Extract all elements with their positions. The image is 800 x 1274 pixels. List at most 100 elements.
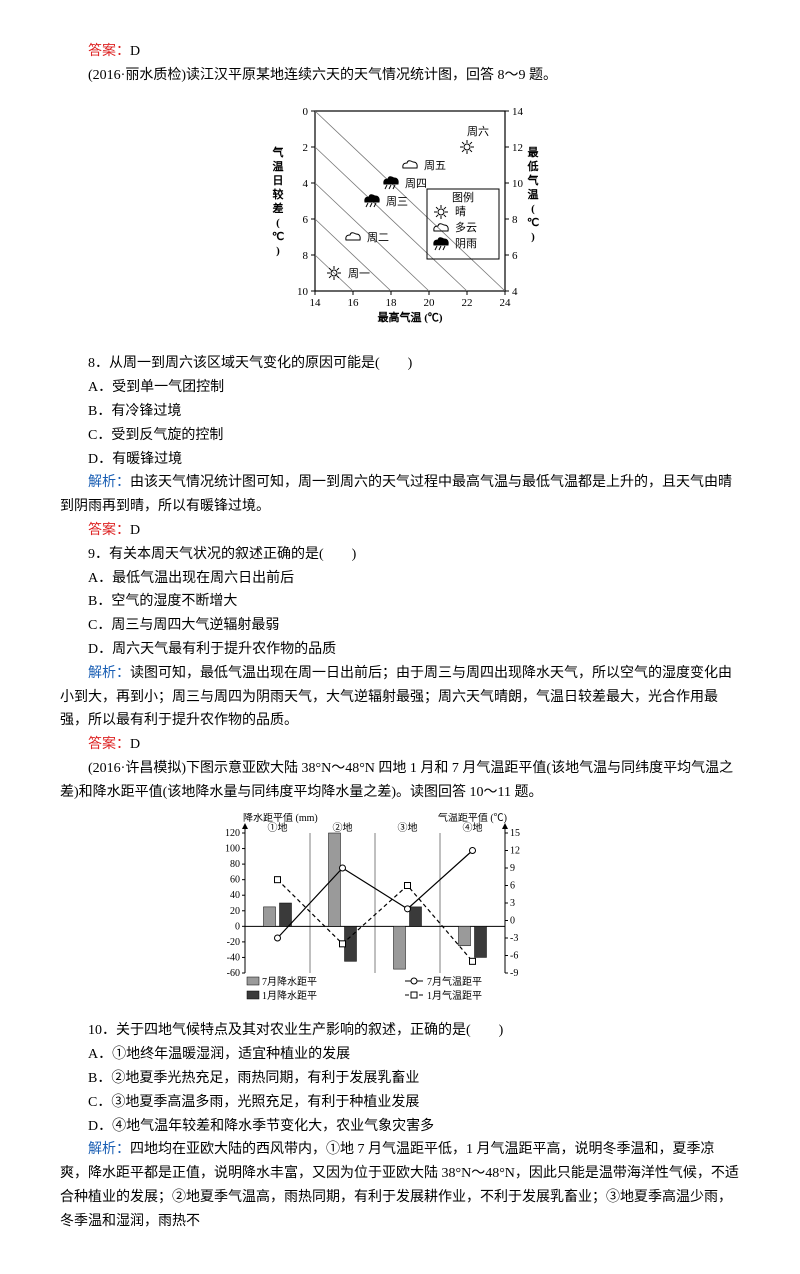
svg-text:7月气温距平: 7月气温距平 [427,975,482,988]
ans-val: D [130,44,140,59]
svg-text:120: 120 [225,828,240,839]
svg-text:①地: ①地 [268,821,288,834]
svg-text:③地: ③地 [398,821,418,834]
svg-text:8: 8 [303,250,309,262]
svg-text:气: 气 [527,173,539,187]
analysis-text: 读图可知，最低气温出现在周一日出前后；由于周三与周四出现降水天气，所以空气的湿度… [60,666,732,729]
svg-text:晴: 晴 [455,205,466,218]
ans-prefix: 答案： [88,44,130,59]
svg-text:-20: -20 [227,936,240,947]
analysis-prefix: 解析： [88,1142,130,1157]
svg-text:10: 10 [512,178,524,190]
ans-val: D [130,737,140,752]
analysis-prefix: 解析： [88,666,130,681]
svg-text:14: 14 [310,297,322,309]
svg-text:温: 温 [528,187,539,201]
q9-optC: C．周三与周四大气逆辐射最弱 [60,614,740,638]
svg-text:6: 6 [510,880,515,891]
q9-optB: B．空气的湿度不断增大 [60,590,740,614]
svg-text:60: 60 [230,874,240,885]
svg-text:较: 较 [273,187,284,201]
svg-text:100: 100 [225,843,240,854]
svg-text:20: 20 [424,297,436,309]
q8-optB: B．有冷锋过境 [60,400,740,424]
svg-text:): ) [531,231,535,243]
svg-text:1月降水距平: 1月降水距平 [262,989,317,1002]
svg-text:10: 10 [297,286,309,298]
svg-text:3: 3 [510,898,515,909]
q8-answer: 答案：D [60,519,740,543]
q10-analysis: 解析：四地均在亚欧大陆的西风带内，①地 7 月气温距平低，1 月气温距平高，说明… [60,1138,740,1233]
svg-text:温: 温 [273,159,284,173]
q8-optD: D．有暖锋过境 [60,448,740,472]
svg-text:12: 12 [512,142,523,154]
q9-analysis: 解析：读图可知，最低气温出现在周一日出前后；由于周三与周四出现降水天气，所以空气… [60,662,740,733]
svg-text:1月气温距平: 1月气温距平 [427,989,482,1002]
svg-text:2: 2 [303,142,309,154]
svg-text:0: 0 [235,921,240,932]
svg-text:④地: ④地 [463,821,483,834]
chart-1: 141618202224最高气温 (℃)0246810141210864气温日较… [60,96,740,345]
svg-text:②地: ②地 [333,821,353,834]
svg-text:周四: 周四 [405,177,427,190]
svg-text:6: 6 [303,214,309,226]
svg-text:8: 8 [512,214,518,226]
svg-text:14: 14 [512,106,524,118]
q10-optA: A．①地终年温暖湿润，适宜种植业的发展 [60,1043,740,1067]
svg-text:日: 日 [273,174,284,187]
svg-text:周二: 周二 [367,231,389,244]
q8-stem: 8．从周一到周六该区域天气变化的原因可能是( ) [60,352,740,376]
analysis-prefix: 解析： [88,475,130,490]
q9-optD: D．周六天气最有利于提升农作物的品质 [60,638,740,662]
ans-prefix: 答案： [88,737,130,752]
svg-text:周三: 周三 [386,195,408,208]
q9-stem: 9．有关本周天气状况的叙述正确的是( ) [60,543,740,567]
q10-optD: D．④地气温年较差和降水季节变化大，农业气象灾害多 [60,1115,740,1139]
svg-text:): ) [276,245,280,257]
svg-text:6: 6 [512,250,518,262]
svg-text:22: 22 [462,297,473,309]
ans-prefix: 答案： [88,523,130,538]
q9-optA: A．最低气温出现在周六日出前后 [60,567,740,591]
svg-text:(: ( [276,217,280,229]
svg-text:℃: ℃ [272,231,284,243]
source-block-1: (2016·丽水质检)读江汉平原某地连续六天的天气情况统计图，回答 8～9 题。 [60,64,740,88]
svg-text:4: 4 [303,178,309,190]
svg-text:0: 0 [303,106,309,118]
svg-text:℃: ℃ [527,217,539,229]
q9-answer: 答案：D [60,733,740,757]
svg-text:0: 0 [510,915,515,926]
svg-text:-3: -3 [510,933,518,944]
svg-text:20: 20 [230,905,240,916]
chart-2: 120100806040200-20-40-6015129630-3-6-9降水… [60,813,740,1012]
svg-text:7月降水距平: 7月降水距平 [262,975,317,988]
svg-text:4: 4 [512,286,518,298]
svg-text:周一: 周一 [348,267,370,280]
q10-stem: 10．关于四地气候特点及其对农业生产影响的叙述，正确的是( ) [60,1019,740,1043]
q10-optC: C．③地夏季高温多雨，光照充足，有利于种植业发展 [60,1091,740,1115]
svg-text:阴雨: 阴雨 [455,237,477,250]
svg-text:18: 18 [386,297,398,309]
q10-optB: B．②地夏季光热充足，雨热同期，有利于发展乳畜业 [60,1067,740,1091]
svg-text:气: 气 [272,145,284,159]
svg-text:-60: -60 [227,968,240,979]
svg-text:-9: -9 [510,968,518,979]
svg-text:-6: -6 [510,950,518,961]
svg-text:最: 最 [528,146,540,159]
svg-text:9: 9 [510,863,515,874]
answer-block-1: 答案：D [60,40,740,64]
svg-text:图例: 图例 [452,190,474,204]
source-block-2: (2016·许昌模拟)下图示意亚欧大陆 38°N～48°N 四地 1 月和 7 … [60,757,740,805]
analysis-text: 由该天气情况统计图可知，周一到周六的天气过程中最高气温与最低气温都是上升的，且天… [60,475,732,514]
svg-text:最高气温 (℃): 最高气温 (℃) [377,310,442,324]
svg-text:16: 16 [348,297,360,309]
svg-text:(: ( [531,203,535,215]
svg-text:24: 24 [500,297,512,309]
q8-optC: C．受到反气旋的控制 [60,424,740,448]
analysis-text: 四地均在亚欧大陆的西风带内，①地 7 月气温距平低，1 月气温距平高，说明冬季温… [60,1142,739,1228]
svg-text:15: 15 [510,828,520,839]
svg-text:40: 40 [230,890,240,901]
svg-text:-40: -40 [227,952,240,963]
q8-optA: A．受到单一气团控制 [60,376,740,400]
svg-text:多云: 多云 [455,220,477,234]
